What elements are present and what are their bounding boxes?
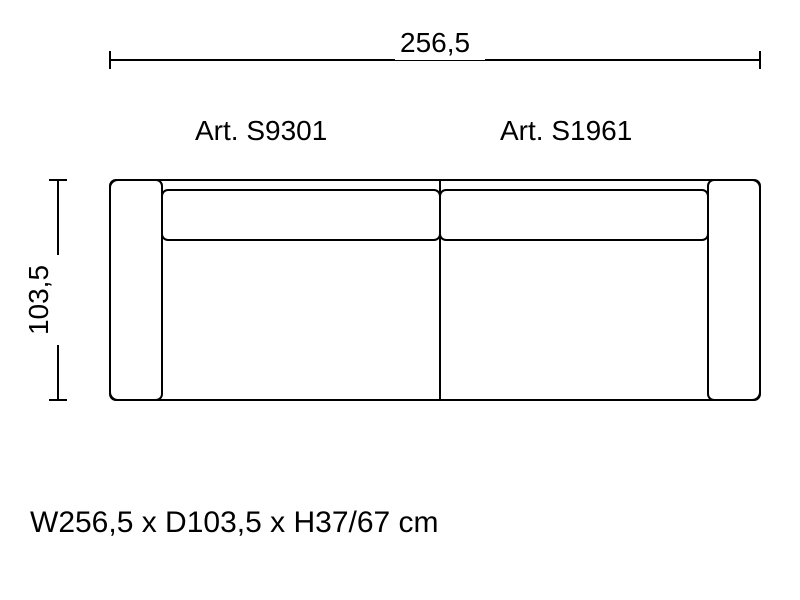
- height-dimension-label: 103,5: [23, 265, 54, 335]
- sofa-right-arm: [708, 180, 760, 400]
- dimensions-summary: W256,5 x D103,5 x H37/67 cm: [30, 506, 439, 540]
- diagram-container: 256,5 103,5 Art. S9301 Art. S1961 W256,5 x …: [0, 0, 800, 600]
- width-dimension-label: 256,5: [400, 27, 470, 58]
- module-label-right: Art. S1961: [500, 115, 632, 146]
- sofa-left-arm: [110, 180, 162, 400]
- technical-drawing-svg: 256,5 103,5 Art. S9301 Art. S1961: [0, 0, 800, 520]
- sofa-outer: [110, 180, 760, 400]
- sofa-right-back-cushion: [440, 190, 708, 240]
- sofa-left-back-cushion: [162, 190, 440, 240]
- module-label-left: Art. S9301: [195, 115, 327, 146]
